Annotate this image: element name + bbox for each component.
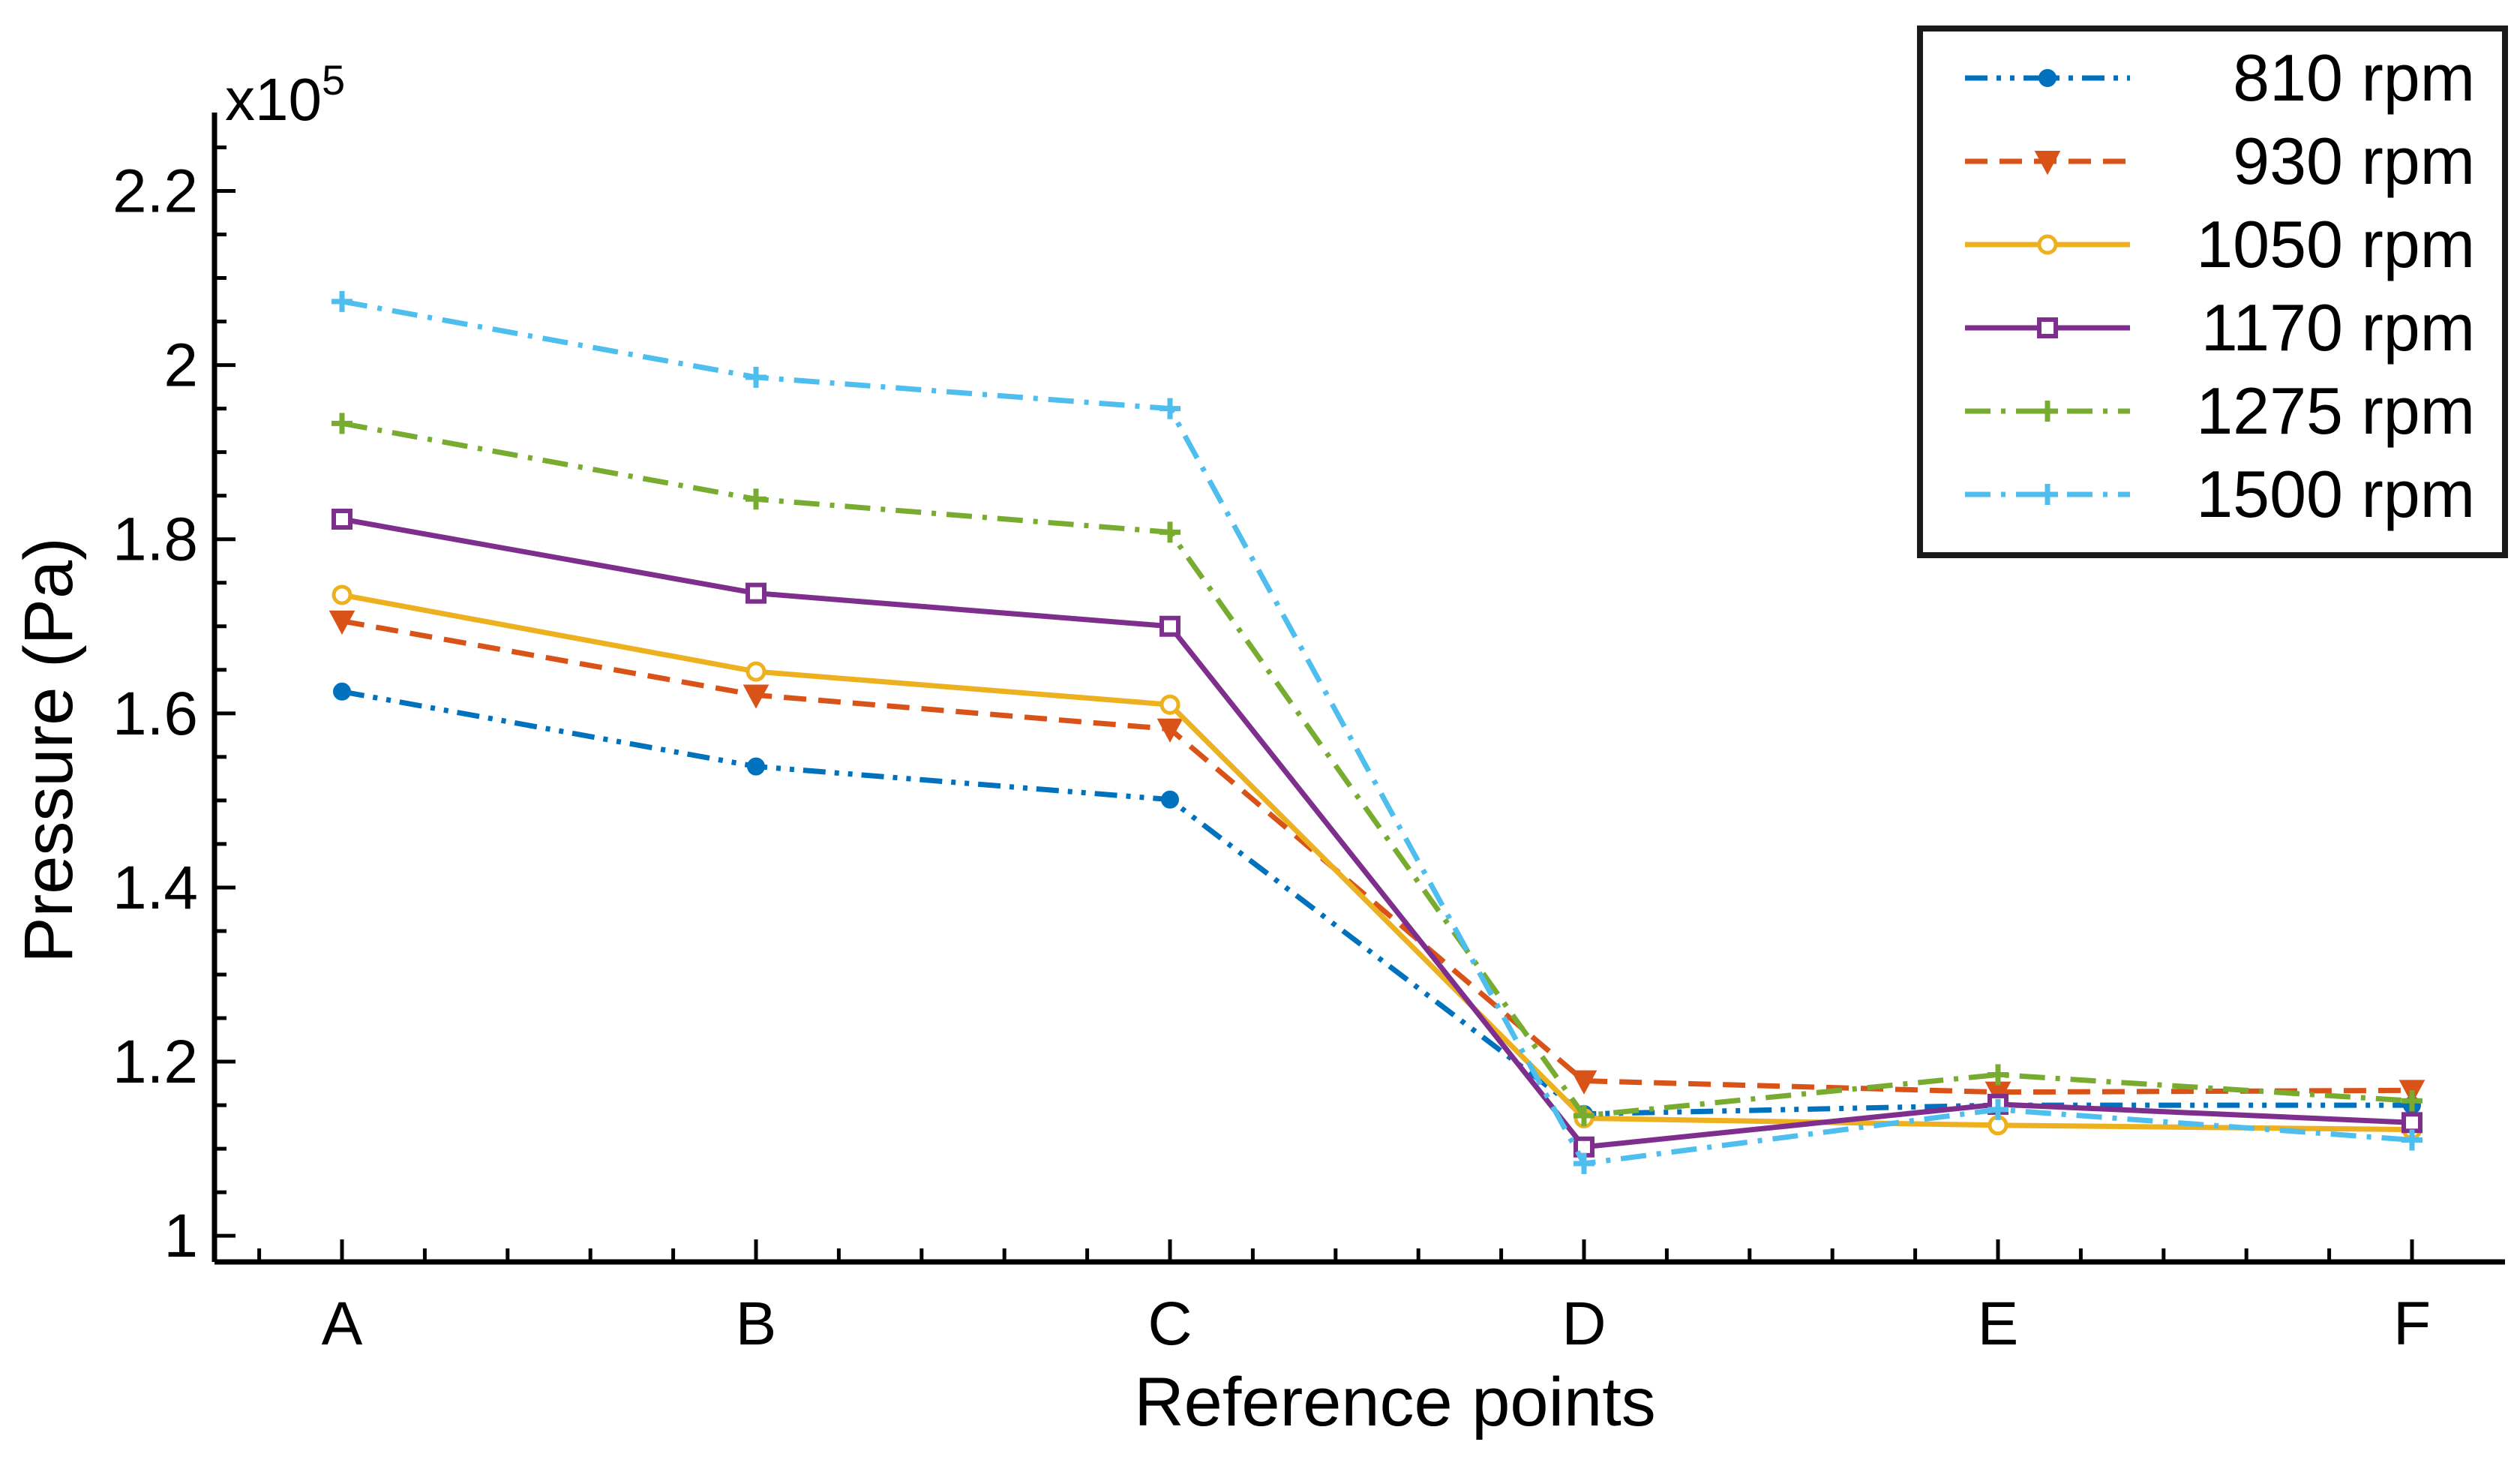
legend-marker: [2037, 317, 2058, 338]
legend-entry: 1275 rpm: [1965, 374, 2475, 448]
series-930-rpm: [328, 610, 2426, 1106]
y-tick-label: 1.2: [112, 1028, 198, 1096]
legend-box: [1917, 26, 2508, 558]
data-point: [328, 610, 356, 635]
legend-marker: [2034, 151, 2061, 176]
data-point: [2402, 1112, 2422, 1134]
y-axis-multiplier: x105: [225, 56, 345, 133]
data-point: [332, 413, 352, 434]
legend-marker: [2037, 401, 2058, 422]
series-1275-rpm: [332, 413, 2422, 1127]
series-1050-rpm: [332, 584, 2422, 1140]
legend-marker: [2038, 69, 2056, 87]
x-tick-label: F: [2393, 1290, 2431, 1358]
x-tick-label: E: [1978, 1290, 2019, 1358]
legend: 810 rpm 930 rpm 1050 rpm 1170 rpm 1275 rpm 15…: [1917, 26, 2508, 558]
y-tick-label: 2.2: [112, 157, 198, 225]
labels: Reference points Pressure (Pa) x105: [10, 56, 1656, 1440]
series-line: [341, 592, 2413, 1133]
x-tick-label: C: [1148, 1290, 1192, 1358]
legend-marker: [2037, 234, 2058, 255]
data-point: [1160, 615, 1180, 637]
data-point: [1574, 1105, 1594, 1127]
y-tick-label: 1.8: [112, 506, 198, 574]
series-1500-rpm: [332, 290, 2422, 1174]
series-1170-rpm: [332, 509, 2422, 1158]
data-point: [746, 661, 766, 682]
legend-label: 810 rpm: [2233, 41, 2475, 115]
data-point: [1160, 398, 1180, 419]
y-axis-multiplier-base: x10: [225, 66, 322, 133]
series-line: [341, 516, 2413, 1150]
data-point: [332, 584, 352, 605]
legend-label: 1275 rpm: [2196, 374, 2475, 448]
data-point: [1570, 1070, 1598, 1095]
legend-entry: 810 rpm: [1965, 41, 2475, 115]
data-point: [1161, 790, 1179, 809]
y-tick-label: 1: [164, 1202, 198, 1270]
legend-marker: [2037, 484, 2058, 505]
series-line: [341, 420, 2413, 1119]
data-point: [746, 582, 766, 604]
data-point: [333, 682, 351, 701]
legend-entry: 930 rpm: [1965, 124, 2475, 198]
legend-entry: 1050 rpm: [1965, 207, 2475, 281]
data-point: [2402, 1129, 2422, 1151]
data-point: [332, 509, 352, 530]
series-line: [341, 618, 2413, 1095]
axes: 1 1.2 1.4 1.6 1.8 2 2.2 A B C D E F: [112, 113, 2505, 1358]
y-axis-label: Pressure (Pa): [10, 537, 87, 963]
data-point: [1988, 1064, 2008, 1086]
y-axis-multiplier-exponent: 5: [322, 56, 345, 104]
x-tick-label: D: [1562, 1290, 1606, 1358]
data-point: [1988, 1098, 2008, 1120]
data-point: [332, 290, 352, 312]
legend-entry: 1500 rpm: [1965, 457, 2475, 531]
legend-entry: 1170 rpm: [1965, 290, 2475, 365]
data-point: [1160, 694, 1180, 715]
data-point: [746, 488, 766, 510]
data-point: [747, 757, 765, 776]
y-tick-label: 1.4: [112, 854, 198, 922]
legend-label: 930 rpm: [2233, 124, 2475, 198]
legend-label: 1170 rpm: [2201, 290, 2475, 365]
data-point: [1160, 521, 1180, 543]
y-tick-label: 1.6: [112, 680, 198, 748]
legend-label: 1500 rpm: [2196, 457, 2475, 531]
legend-label: 1050 rpm: [2196, 207, 2475, 281]
series-layer: [328, 290, 2426, 1174]
y-tick-label: 2: [164, 332, 198, 400]
data-point: [746, 366, 766, 388]
data-point: [2402, 1090, 2422, 1112]
x-axis-label: Reference points: [1134, 1364, 1656, 1440]
data-point: [742, 684, 770, 709]
x-tick-label: A: [322, 1290, 363, 1358]
data-point: [1156, 718, 1184, 743]
x-tick-label: B: [736, 1290, 777, 1358]
data-point: [1574, 1152, 1594, 1174]
